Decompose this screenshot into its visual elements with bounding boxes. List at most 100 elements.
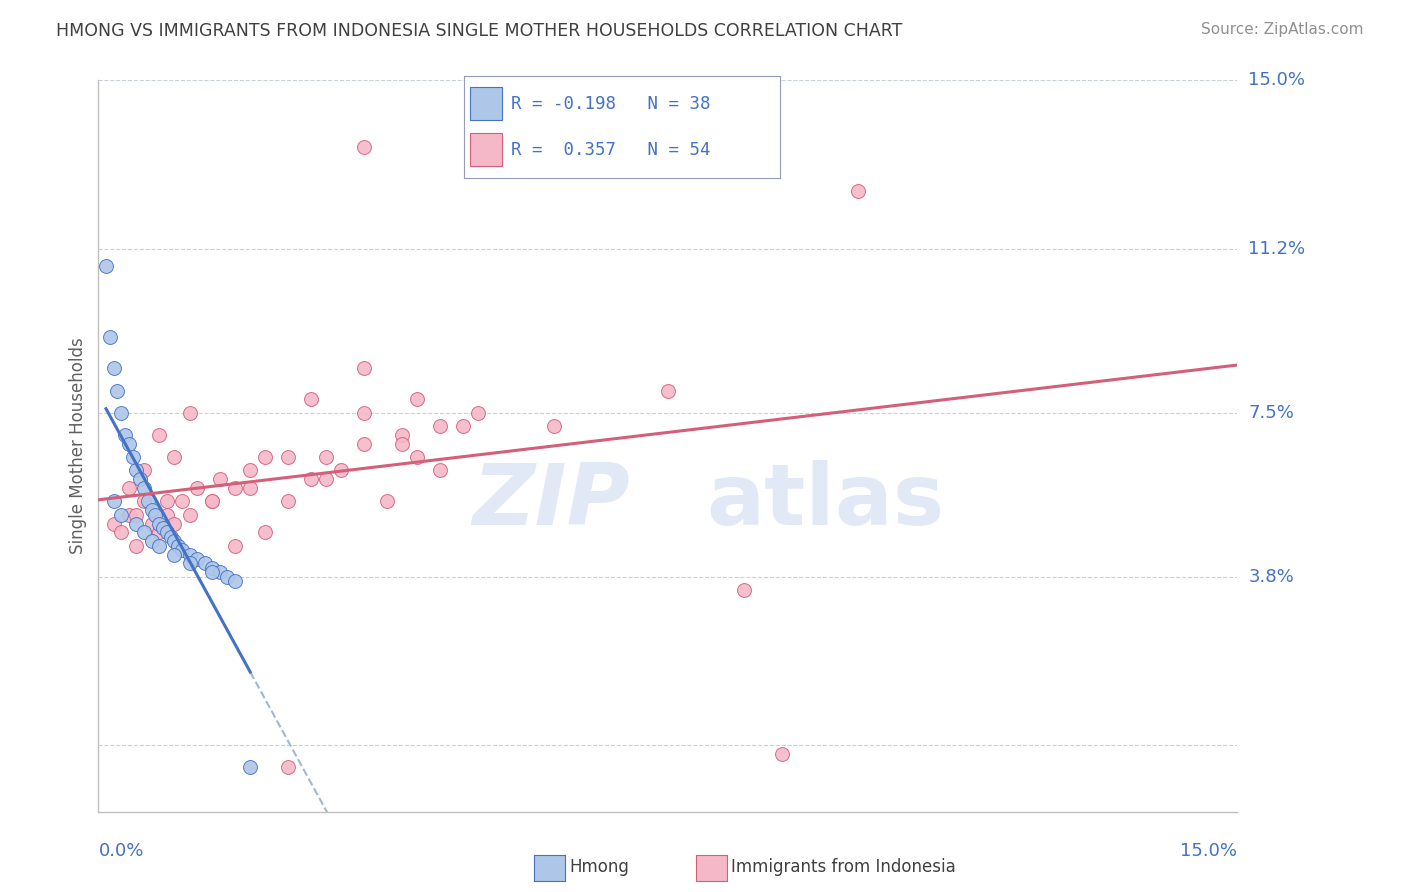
Point: [148, 525, 170, 540]
Point: [239, 463, 262, 477]
Point: [846, 184, 869, 198]
Point: [353, 437, 375, 451]
Point: [132, 494, 155, 508]
Point: [132, 481, 155, 495]
Point: [277, 450, 299, 464]
Point: [125, 463, 148, 477]
Point: [118, 437, 141, 451]
Point: [254, 450, 277, 464]
Point: [103, 494, 125, 508]
Point: [277, 760, 299, 774]
Point: [467, 406, 489, 420]
Point: [179, 508, 201, 522]
Point: [406, 450, 429, 464]
Text: 15.0%: 15.0%: [1249, 71, 1305, 89]
Point: [163, 516, 186, 531]
Point: [163, 548, 186, 562]
Point: [208, 472, 231, 486]
Point: [132, 463, 155, 477]
Bar: [470, 87, 502, 120]
Point: [179, 557, 201, 571]
Point: [163, 534, 186, 549]
Point: [224, 481, 246, 495]
Point: [353, 361, 375, 376]
Text: HMONG VS IMMIGRANTS FROM INDONESIA SINGLE MOTHER HOUSEHOLDS CORRELATION CHART: HMONG VS IMMIGRANTS FROM INDONESIA SINGL…: [56, 22, 903, 40]
Point: [136, 494, 159, 508]
Text: 7.5%: 7.5%: [1249, 404, 1295, 422]
Point: [141, 516, 163, 531]
Point: [375, 494, 398, 508]
Point: [201, 561, 224, 575]
Point: [179, 548, 201, 562]
Point: [353, 406, 375, 420]
Text: 11.2%: 11.2%: [1249, 240, 1306, 258]
Text: Hmong: Hmong: [569, 858, 630, 876]
Point: [114, 428, 136, 442]
Point: [125, 508, 148, 522]
Point: [299, 472, 322, 486]
Point: [315, 450, 337, 464]
Point: [121, 450, 143, 464]
Point: [254, 525, 277, 540]
Point: [167, 539, 190, 553]
Point: [657, 384, 679, 398]
Point: [141, 503, 163, 517]
Point: [201, 566, 224, 580]
Text: 0.0%: 0.0%: [98, 842, 143, 860]
Point: [224, 539, 246, 553]
Text: R = -0.198   N = 38: R = -0.198 N = 38: [512, 95, 711, 112]
Point: [156, 525, 179, 540]
Point: [179, 406, 201, 420]
Text: 15.0%: 15.0%: [1180, 842, 1237, 860]
Text: R =  0.357   N = 54: R = 0.357 N = 54: [512, 141, 711, 159]
Point: [110, 406, 132, 420]
Point: [148, 539, 170, 553]
Point: [156, 508, 179, 522]
Point: [110, 525, 132, 540]
Point: [103, 516, 125, 531]
Point: [110, 508, 132, 522]
Point: [217, 570, 239, 584]
Point: [148, 428, 170, 442]
Text: Source: ZipAtlas.com: Source: ZipAtlas.com: [1201, 22, 1364, 37]
Point: [186, 552, 208, 566]
Point: [201, 494, 224, 508]
Point: [770, 747, 793, 761]
Point: [277, 494, 299, 508]
Point: [163, 450, 186, 464]
Point: [141, 534, 163, 549]
Point: [353, 140, 375, 154]
Point: [125, 516, 148, 531]
Text: atlas: atlas: [706, 460, 943, 543]
Point: [148, 516, 170, 531]
Point: [208, 566, 231, 580]
Point: [156, 494, 179, 508]
Point: [194, 557, 217, 571]
Point: [224, 574, 246, 589]
Point: [159, 530, 181, 544]
Point: [315, 472, 337, 486]
Point: [132, 525, 155, 540]
Y-axis label: Single Mother Households: Single Mother Households: [69, 338, 87, 554]
Point: [170, 543, 193, 558]
Text: 3.8%: 3.8%: [1249, 568, 1294, 586]
Point: [239, 760, 262, 774]
Point: [152, 521, 174, 535]
Point: [733, 583, 755, 598]
Point: [299, 392, 322, 407]
Point: [330, 463, 353, 477]
Point: [543, 419, 565, 434]
Point: [107, 384, 129, 398]
Point: [103, 361, 125, 376]
Point: [145, 508, 167, 522]
Point: [94, 260, 117, 274]
Point: [391, 428, 413, 442]
Point: [429, 463, 451, 477]
Text: ZIP: ZIP: [472, 460, 630, 543]
Point: [201, 494, 224, 508]
Point: [391, 437, 413, 451]
Point: [118, 508, 141, 522]
Bar: [470, 133, 502, 166]
Point: [239, 481, 262, 495]
Point: [429, 419, 451, 434]
